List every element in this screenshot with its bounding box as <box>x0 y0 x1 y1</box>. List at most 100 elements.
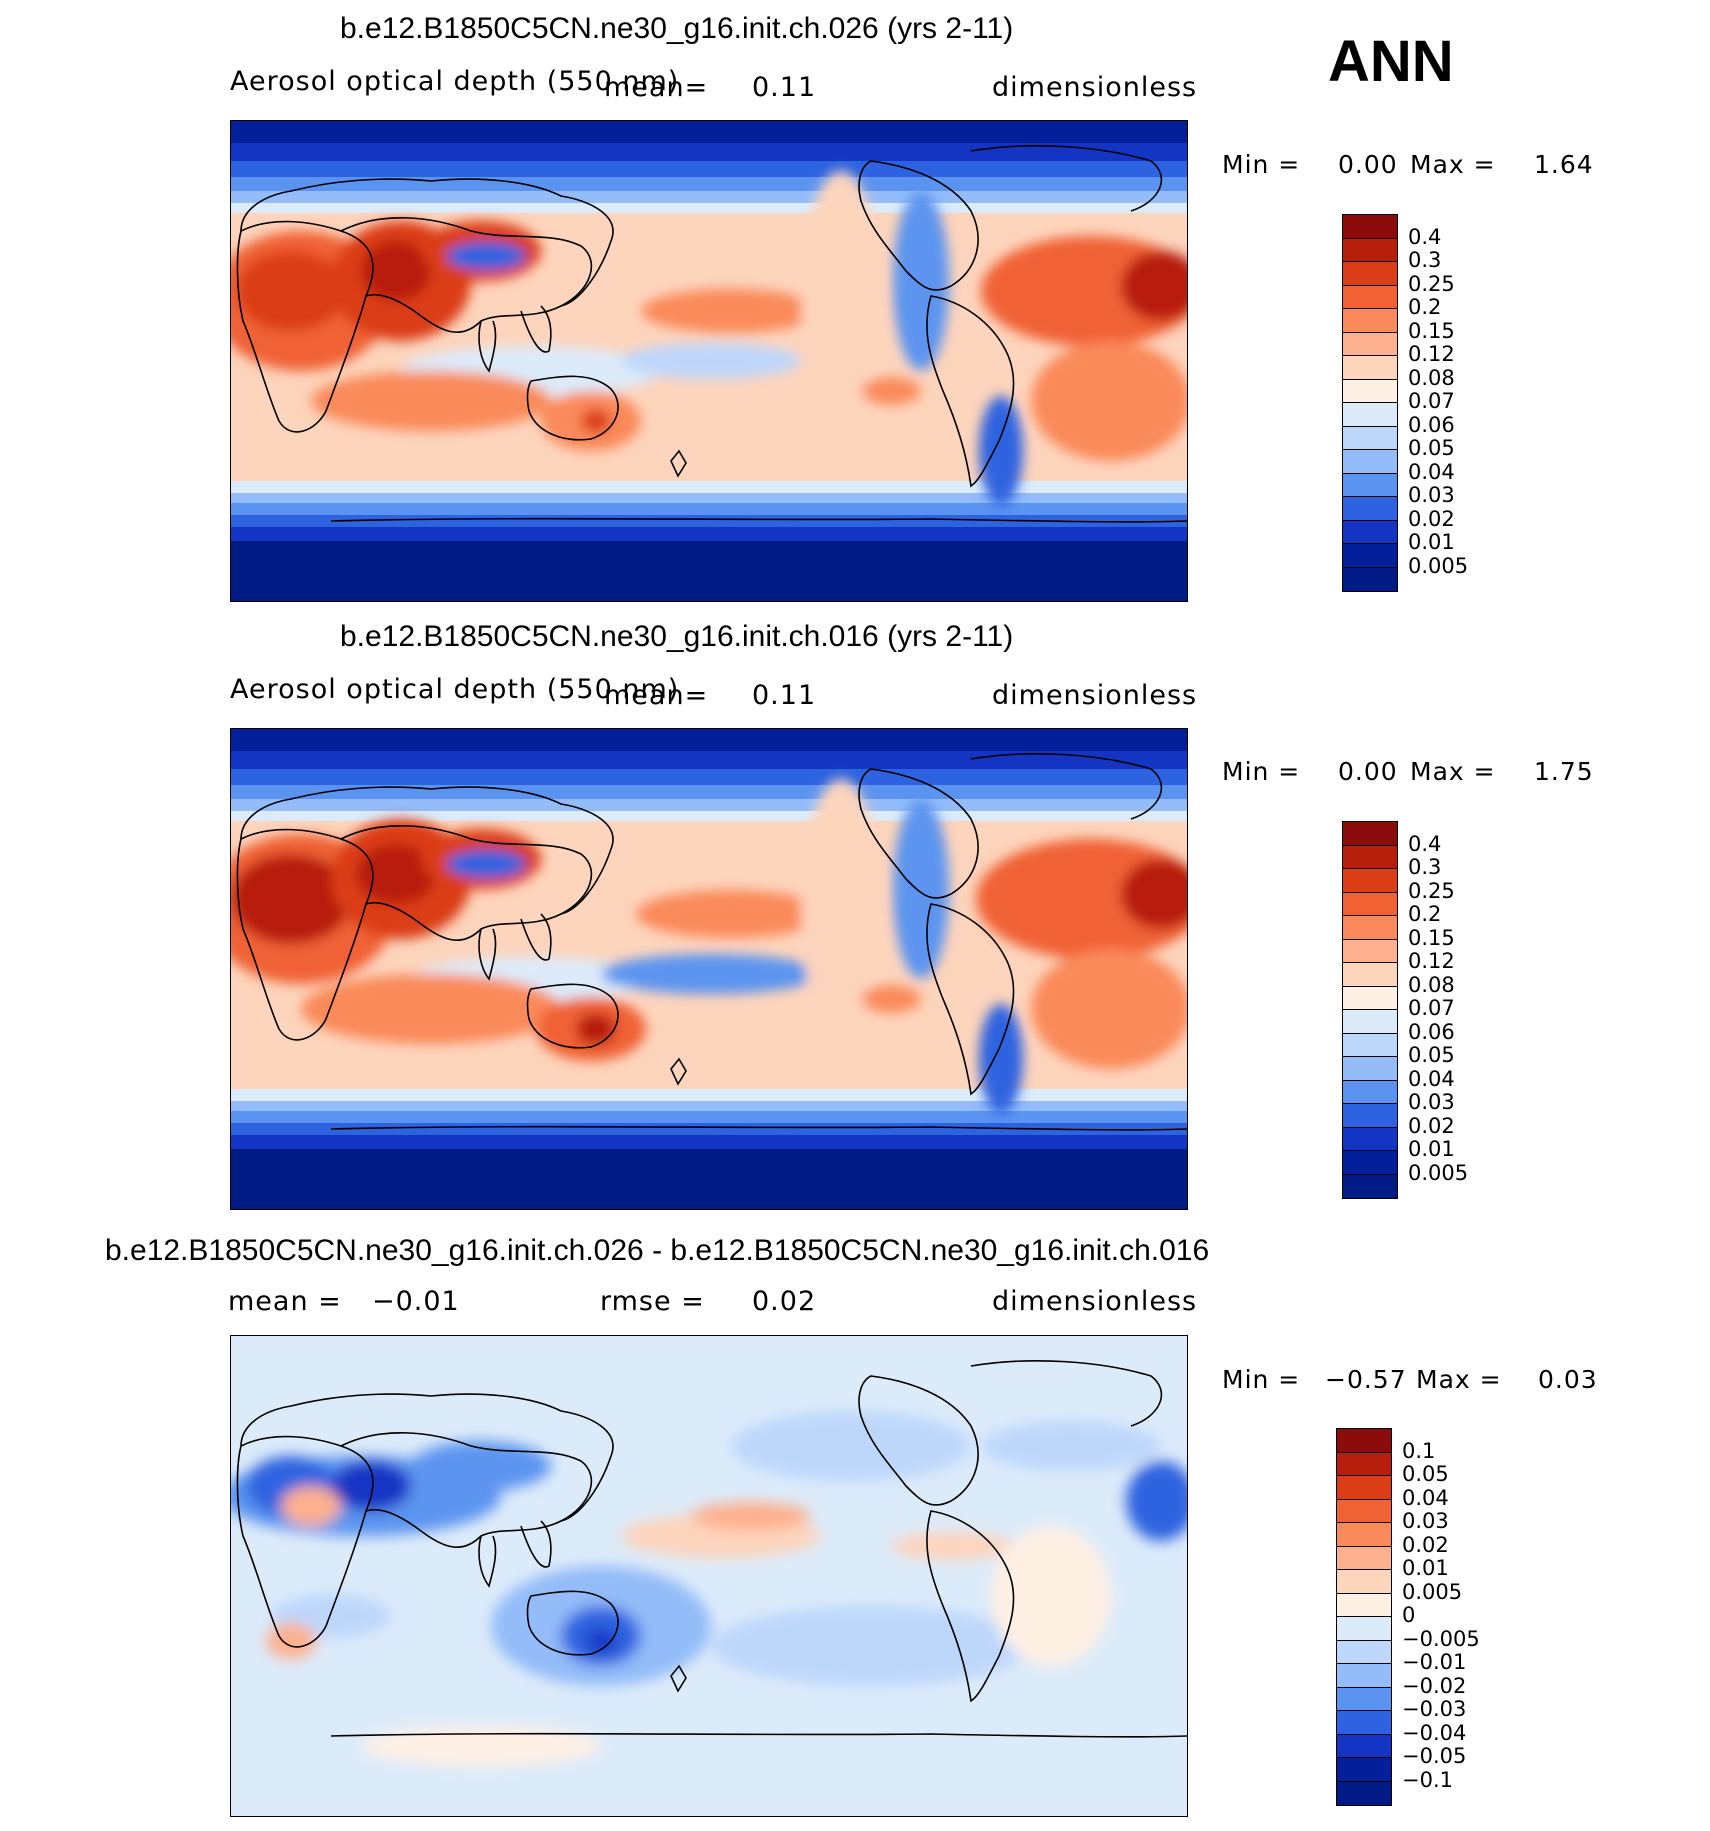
colorbar-tick-label: 0.12 <box>1408 342 1455 366</box>
colorbar-tick-label: 0.04 <box>1408 459 1455 484</box>
panel1-mean-value: 0.11 <box>752 72 817 103</box>
colorbar-box <box>1343 963 1397 987</box>
colorbar-tick-label: 0.05 <box>1408 436 1455 460</box>
colorbar-tick-label: 0.08 <box>1408 365 1455 390</box>
colorbar-box <box>1343 426 1397 450</box>
season-label: ANN <box>1328 29 1454 94</box>
colorbar-tick-label: 0.01 <box>1408 1137 1455 1161</box>
colorbar-box <box>1343 215 1397 239</box>
colorbar-tick-label: 0.07 <box>1408 996 1455 1020</box>
colorbar-box <box>1343 238 1397 262</box>
panel2-map <box>230 728 1188 1210</box>
colorbar-tick-label: −0.05 <box>1402 1744 1467 1768</box>
colorbar-tick-label: 0.3 <box>1408 248 1442 272</box>
colorbar-box <box>1337 1617 1391 1641</box>
colorbar-tick-label: 0.06 <box>1408 1019 1455 1044</box>
colorbar-tick-label: 0.02 <box>1402 1532 1449 1557</box>
panel2-mean-label: mean= <box>604 680 709 711</box>
colorbar-box <box>1337 1452 1391 1476</box>
colorbar-box <box>1343 450 1397 474</box>
colorbar-tick-label: 0.3 <box>1408 855 1442 879</box>
colorbar-box <box>1337 1758 1391 1782</box>
colorbar-tick-label: 0.03 <box>1402 1509 1449 1533</box>
colorbar-box <box>1343 1174 1397 1198</box>
colorbar-tick-label: 0.05 <box>1408 1043 1455 1067</box>
colorbar-tick-label: −0.005 <box>1402 1626 1480 1651</box>
colorbar-tick-label: 0.005 <box>1408 553 1469 578</box>
colorbar-tick-label: 0.04 <box>1402 1485 1449 1510</box>
colorbar-tick-label: 0.005 <box>1402 1579 1463 1604</box>
panel1-max-label: Max = <box>1410 150 1496 179</box>
colorbar-tick-label: 0.04 <box>1408 1066 1455 1091</box>
panel3-rmse-value: 0.02 <box>752 1286 817 1317</box>
colorbar-tick-label: 0.12 <box>1408 949 1455 973</box>
panel3-min-value: −0.57 <box>1325 1365 1407 1394</box>
panel3-mean-label: mean = <box>228 1286 342 1317</box>
colorbar-box <box>1343 544 1397 568</box>
panel2-units: dimensionless <box>992 680 1198 711</box>
colorbar-box <box>1343 1127 1397 1151</box>
panel2-max-label: Max = <box>1410 757 1496 786</box>
panel1-variable: Aerosol optical depth (550 nm) <box>230 66 680 97</box>
panel2-min-value: 0.00 <box>1338 757 1398 786</box>
colorbar-box <box>1337 1640 1391 1664</box>
panel1-units: dimensionless <box>992 72 1198 103</box>
panel1-colorbar <box>1342 214 1398 592</box>
colorbar-box <box>1343 892 1397 916</box>
colorbar-box <box>1343 1057 1397 1081</box>
colorbar-box <box>1337 1687 1391 1711</box>
panel3-max-label: Max = <box>1416 1365 1502 1394</box>
panel3-min-label: Min = <box>1222 1365 1301 1394</box>
colorbar-box <box>1343 845 1397 869</box>
colorbar-tick-label: 0.15 <box>1408 318 1455 343</box>
colorbar-box <box>1343 986 1397 1010</box>
colorbar-box <box>1343 1151 1397 1175</box>
colorbar-tick-label: 0.2 <box>1408 902 1442 926</box>
colorbar-tick-label: 0.08 <box>1408 972 1455 997</box>
panel3-rmse-label: rmse = <box>600 1286 705 1317</box>
colorbar-box <box>1337 1523 1391 1547</box>
colorbar-tick-label: 0.03 <box>1408 1090 1455 1114</box>
colorbar-box <box>1337 1734 1391 1758</box>
colorbar-box <box>1343 285 1397 309</box>
panel1-map <box>230 120 1188 602</box>
colorbar-tick-label: 0.03 <box>1408 483 1455 507</box>
colorbar-box <box>1343 1010 1397 1034</box>
panel1-min-value: 0.00 <box>1338 150 1398 179</box>
colorbar-tick-label: 0.25 <box>1408 878 1455 903</box>
colorbar-box <box>1337 1570 1391 1594</box>
panel2-max-value: 1.75 <box>1534 757 1594 786</box>
colorbar-tick-label: −0.03 <box>1402 1697 1467 1721</box>
colorbar-box <box>1337 1593 1391 1617</box>
colorbar-box <box>1343 916 1397 940</box>
panel3-units: dimensionless <box>992 1286 1198 1317</box>
panel3-map <box>230 1335 1188 1817</box>
panel1-max-value: 1.64 <box>1534 150 1594 179</box>
colorbar-tick-label: 0.02 <box>1408 506 1455 531</box>
colorbar-box <box>1343 567 1397 591</box>
panel1-mean-label: mean= <box>604 72 709 103</box>
colorbar-box <box>1343 1104 1397 1128</box>
panel1-title: b.e12.B1850C5CN.ne30_g16.init.ch.026 (yr… <box>340 12 1014 45</box>
panel2-mean-value: 0.11 <box>752 680 817 711</box>
panel2-title: b.e12.B1850C5CN.ne30_g16.init.ch.016 (yr… <box>340 620 1014 653</box>
colorbar-tick-label: 0 <box>1402 1603 1416 1627</box>
colorbar-box <box>1343 332 1397 356</box>
colorbar-tick-label: −0.02 <box>1402 1673 1467 1698</box>
panel2-min-label: Min = <box>1222 757 1301 786</box>
colorbar-box <box>1343 497 1397 521</box>
colorbar-tick-label: −0.01 <box>1402 1650 1467 1674</box>
panel3-title: b.e12.B1850C5CN.ne30_g16.init.ch.026 - b… <box>105 1234 1210 1267</box>
colorbar-box <box>1343 309 1397 333</box>
panel3-colorbar <box>1336 1428 1392 1806</box>
colorbar-box <box>1343 939 1397 963</box>
colorbar-tick-label: 0.4 <box>1408 831 1442 856</box>
colorbar-box <box>1337 1499 1391 1523</box>
colorbar-box <box>1343 520 1397 544</box>
colorbar-tick-label: 0.4 <box>1408 224 1442 249</box>
colorbar-tick-label: 0.05 <box>1402 1462 1449 1486</box>
panel2-colorbar <box>1342 821 1398 1199</box>
colorbar-tick-label: 0.005 <box>1408 1160 1469 1185</box>
panel3-mean-value: −0.01 <box>372 1286 460 1317</box>
colorbar-box <box>1337 1664 1391 1688</box>
